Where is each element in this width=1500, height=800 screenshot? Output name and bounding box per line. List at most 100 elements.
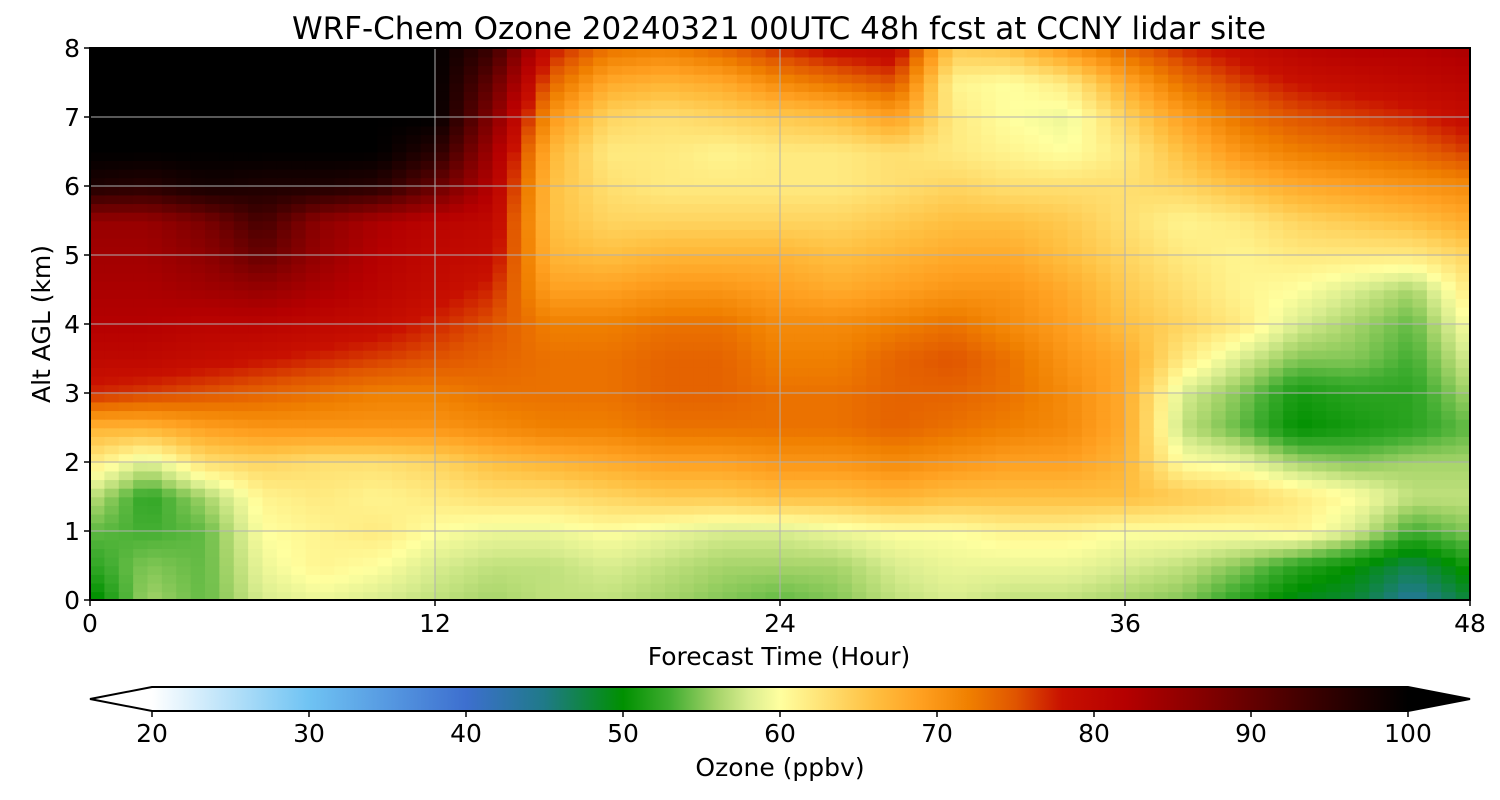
heatmap-cell <box>1153 393 1169 403</box>
heatmap-cell <box>190 505 206 515</box>
heatmap-cell <box>1038 401 1054 412</box>
heatmap-cell <box>1340 289 1356 299</box>
heatmap-cell <box>794 203 810 213</box>
heatmap-cell <box>176 211 192 222</box>
heatmap-cell <box>722 462 738 472</box>
heatmap-cell <box>1254 177 1270 187</box>
heatmap-cell <box>751 358 767 368</box>
heatmap-cell <box>406 237 422 248</box>
heatmap-cell <box>334 522 350 532</box>
heatmap-cell <box>708 160 724 170</box>
heatmap-cell <box>679 393 695 403</box>
heatmap-cell <box>1369 168 1385 179</box>
heatmap-cell <box>205 427 221 437</box>
heatmap-cell <box>1225 151 1241 161</box>
heatmap-cell <box>966 263 983 274</box>
heatmap-cell <box>923 177 939 187</box>
heatmap-cell <box>621 306 638 317</box>
heatmap-cell <box>478 522 494 532</box>
heatmap-cell <box>133 496 149 506</box>
heatmap-cell <box>320 375 336 386</box>
heatmap-cell <box>435 531 451 541</box>
heatmap-cell <box>276 246 293 256</box>
heatmap-cell <box>305 272 321 282</box>
heatmap-cell <box>334 410 350 420</box>
heatmap-cell <box>233 384 249 394</box>
heatmap-cell <box>449 375 465 386</box>
heatmap-cell <box>837 479 853 489</box>
heatmap-cell <box>1196 436 1213 446</box>
heatmap-cell <box>161 177 178 187</box>
heatmap-cell <box>995 418 1011 429</box>
heatmap-cell <box>1225 436 1241 446</box>
heatmap-cell <box>377 306 393 317</box>
heatmap-cell <box>1412 522 1428 532</box>
heatmap-cell <box>320 220 336 230</box>
heatmap-cell <box>1096 306 1112 317</box>
heatmap-cell <box>995 324 1011 334</box>
heatmap-cell <box>952 384 968 394</box>
heatmap-cell <box>1038 393 1054 403</box>
heatmap-cell <box>895 341 911 351</box>
heatmap-cell <box>1455 203 1470 213</box>
heatmap-cell <box>578 539 594 550</box>
heatmap-cell <box>607 186 623 196</box>
heatmap-cell <box>334 263 350 274</box>
heatmap-cell <box>348 401 364 412</box>
heatmap-cell <box>564 556 580 567</box>
heatmap-cell <box>1283 168 1299 179</box>
heatmap-cell <box>1283 522 1299 532</box>
heatmap-cell <box>823 341 839 351</box>
heatmap-cell <box>1225 349 1241 360</box>
heatmap-cell <box>1412 548 1428 558</box>
heatmap-cell <box>305 574 321 584</box>
heatmap-cell <box>463 462 479 472</box>
heatmap-cell <box>665 591 681 600</box>
heatmap-cell <box>1067 349 1083 360</box>
heatmap-cell <box>1110 255 1126 265</box>
heatmap-cell <box>866 548 882 558</box>
heatmap-cell <box>1369 211 1385 222</box>
heatmap-cell <box>866 574 882 584</box>
heatmap-cell <box>391 237 408 248</box>
heatmap-cell <box>1110 384 1126 394</box>
heatmap-cell <box>995 582 1011 593</box>
heatmap-cell <box>1125 298 1141 308</box>
heatmap-cell <box>233 186 249 196</box>
heatmap-cell <box>1326 315 1342 325</box>
heatmap-cell <box>363 289 379 299</box>
heatmap-cell <box>1081 462 1098 472</box>
heatmap-cell <box>363 341 379 351</box>
heatmap-cell <box>435 168 451 179</box>
heatmap-cell <box>593 367 609 377</box>
heatmap-cell <box>233 341 249 351</box>
heatmap-cell <box>751 272 767 282</box>
heatmap-cell <box>348 522 364 532</box>
heatmap-cell <box>90 211 106 222</box>
heatmap-cell <box>1182 367 1198 377</box>
heatmap-cell <box>981 427 997 437</box>
heatmap-cell <box>1024 444 1040 455</box>
heatmap-cell <box>995 505 1011 515</box>
heatmap-cell <box>578 496 594 506</box>
heatmap-cell <box>607 505 623 515</box>
heatmap-cell <box>463 211 479 222</box>
heatmap-cell <box>808 531 824 541</box>
heatmap-cell <box>147 427 163 437</box>
heatmap-cell <box>276 470 293 481</box>
heatmap-cell <box>1369 358 1385 368</box>
heatmap-cell <box>1383 211 1399 222</box>
heatmap-cell <box>1283 401 1299 412</box>
heatmap-cell <box>823 151 839 161</box>
heatmap-cell <box>1153 349 1169 360</box>
heatmap-cell <box>1383 289 1399 299</box>
heatmap-cell <box>1355 470 1371 481</box>
heatmap-cell <box>1297 246 1313 256</box>
heatmap-cell <box>420 289 436 299</box>
heatmap-cell <box>1168 177 1184 187</box>
heatmap-cell <box>1240 341 1256 351</box>
heatmap-cell <box>1297 324 1313 334</box>
heatmap-cell <box>406 522 422 532</box>
heatmap-cell <box>1412 306 1428 317</box>
heatmap-cell <box>147 496 163 506</box>
